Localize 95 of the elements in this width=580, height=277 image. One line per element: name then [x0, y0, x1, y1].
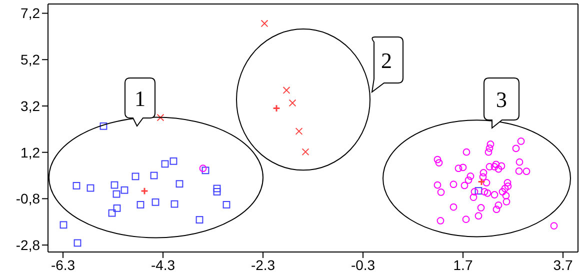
point: [492, 206, 500, 214]
point: [434, 156, 442, 164]
point: [477, 204, 485, 212]
point: [156, 114, 164, 122]
point: [515, 167, 523, 175]
point: [436, 217, 444, 224]
point: [213, 188, 221, 196]
point: [176, 180, 184, 188]
point: [459, 164, 467, 172]
point: [486, 140, 494, 148]
point: [86, 184, 94, 192]
point: [202, 166, 210, 174]
x-tick-label: 1.7: [453, 256, 473, 273]
point: [480, 188, 488, 196]
point: [480, 169, 488, 176]
y-tick-label: -2,8: [16, 237, 40, 254]
point: [474, 212, 482, 220]
point: [170, 157, 178, 165]
point: [512, 144, 520, 152]
x-tick-label: 3.7: [553, 256, 573, 273]
point: [170, 200, 178, 208]
point: [110, 181, 118, 189]
point: [516, 158, 524, 166]
point: [470, 188, 478, 196]
point: [490, 191, 498, 198]
point: [484, 189, 492, 197]
point: [498, 162, 506, 170]
point: [550, 222, 558, 230]
point: [196, 216, 204, 224]
point: [74, 239, 82, 247]
point: [450, 180, 458, 188]
x-tick-label: -6.3: [50, 256, 76, 273]
x-tick-label: -4.3: [150, 256, 176, 273]
point: [120, 186, 128, 194]
point: [504, 179, 512, 186]
point: [462, 216, 470, 224]
point: [486, 163, 494, 170]
point: [288, 99, 296, 107]
x-tick-label: -2.3: [250, 256, 276, 273]
point: [470, 194, 478, 201]
point: [464, 176, 472, 184]
y-tick-label: 3,2: [20, 98, 40, 114]
point: [504, 182, 512, 190]
point: [113, 204, 121, 212]
point: [100, 122, 108, 130]
point: [112, 190, 120, 198]
point: [272, 104, 280, 112]
x-tick-label: -0.3: [350, 256, 376, 273]
point: [478, 178, 486, 186]
point: [435, 159, 443, 166]
point: [454, 164, 462, 172]
point: [522, 168, 530, 176]
point: [140, 187, 148, 195]
point: [260, 20, 268, 28]
point: [501, 184, 509, 192]
point: [213, 184, 221, 192]
point: [517, 138, 525, 145]
point: [490, 163, 498, 170]
point: [494, 201, 502, 209]
point: [152, 198, 160, 206]
point: [108, 209, 116, 217]
point: [484, 148, 492, 156]
point: [222, 201, 230, 208]
point: [282, 86, 290, 94]
point: [502, 198, 510, 206]
point: [150, 172, 158, 180]
point: [460, 182, 468, 190]
point: [498, 188, 506, 196]
y-tick-label: -0,8: [16, 190, 40, 207]
point: [302, 148, 310, 156]
point: [482, 179, 490, 186]
point: [295, 128, 303, 135]
annotation: 1: [134, 86, 146, 111]
point: [492, 160, 500, 168]
annotation: 2: [381, 48, 392, 73]
point: [474, 187, 482, 195]
point: [60, 221, 68, 229]
point: [72, 182, 80, 190]
point: [486, 144, 494, 152]
point: [437, 188, 445, 196]
point: [450, 203, 458, 211]
y-tick-label: 1,2: [20, 144, 40, 160]
point: [502, 192, 510, 200]
point: [466, 172, 474, 180]
point: [136, 201, 144, 208]
annotation: 3: [496, 87, 507, 112]
y-tick-label: 7,2: [20, 5, 40, 22]
point: [161, 160, 169, 168]
y-tick-label: 5,2: [20, 52, 40, 68]
point: [479, 173, 487, 181]
point: [462, 148, 470, 156]
point: [199, 164, 207, 172]
point: [132, 172, 140, 180]
point: [494, 165, 502, 173]
point: [434, 181, 442, 189]
